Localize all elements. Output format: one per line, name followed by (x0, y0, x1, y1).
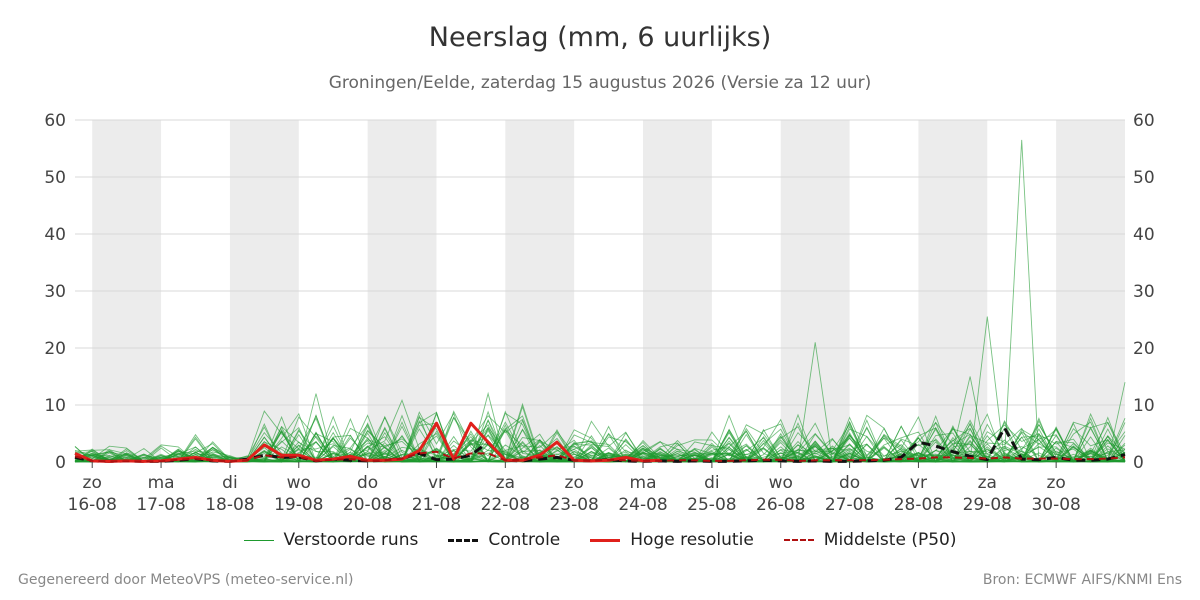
x-tick-label-day: di (704, 473, 720, 493)
legend-swatch-ensemble (243, 539, 274, 541)
y-tick-label-right: 40 (1133, 225, 1155, 245)
footer-source: Bron: ECMWF AIFS/KNMI Ens (982, 572, 1182, 588)
y-tick-label-left: 20 (44, 339, 66, 359)
x-tick-label-day: wo (287, 473, 311, 493)
legend-label-ensemble: Verstoorde runs (283, 530, 419, 550)
x-tick-label-day: zo (565, 473, 584, 493)
legend-item-p50[interactable]: Middelste (P50) (783, 530, 957, 550)
legend-label-hoge-resolutie: Hoge resolutie (630, 530, 754, 550)
ensemble-member-line (74, 427, 1126, 463)
x-tick-label-day: do (839, 473, 860, 493)
y-tick-label-left: 40 (44, 225, 66, 245)
x-tick-label-day: di (222, 473, 238, 493)
x-tick-label-date: 27-08 (825, 495, 874, 515)
x-tick-label-date: 30-08 (1031, 495, 1080, 515)
legend-item-hoge-resolutie[interactable]: Hoge resolutie (590, 530, 754, 550)
legend-item-controle[interactable]: Controle (448, 530, 560, 550)
x-tick-label-day: ma (148, 473, 175, 493)
x-tick-label-day: zo (1046, 473, 1065, 493)
x-tick-label-date: 28-08 (894, 495, 943, 515)
x-tick-label-day: za (496, 473, 515, 493)
x-tick-label-date: 18-08 (205, 495, 254, 515)
y-tick-label-left: 10 (44, 396, 66, 416)
legend-swatch-hoge-resolutie (590, 538, 621, 542)
x-tick-label-date: 20-08 (343, 495, 392, 515)
y-tick-label-right: 20 (1133, 339, 1155, 359)
x-tick-label-date: 22-08 (481, 495, 530, 515)
x-tick-label-day: wo (769, 473, 793, 493)
ensemble-member-line (74, 413, 1126, 463)
y-tick-label-left: 60 (44, 111, 66, 131)
chart-title: Neerslag (mm, 6 uurlijks) (428, 22, 772, 53)
y-tick-label-left: 0 (55, 453, 66, 473)
legend-label-p50: Middelste (P50) (823, 530, 957, 550)
y-tick-label-right: 0 (1133, 453, 1144, 473)
y-tick-label-right: 30 (1133, 282, 1155, 302)
chart-subtitle: Groningen/Eelde, zaterdag 15 augustus 20… (328, 73, 872, 93)
x-tick-label-day: vr (910, 473, 927, 493)
legend-label-controle: Controle (488, 530, 561, 550)
y-tick-label-right: 60 (1133, 111, 1155, 131)
x-tick-label-date: 16-08 (68, 495, 117, 515)
x-tick-label-day: za (978, 473, 997, 493)
x-tick-label-date: 19-08 (274, 495, 323, 515)
x-tick-label-date: 29-08 (963, 495, 1012, 515)
legend-item-ensemble[interactable]: Verstoorde runs (243, 530, 419, 550)
legend-swatch-p50 (783, 539, 814, 541)
legend-swatch-controle (448, 538, 479, 542)
y-tick-label-left: 30 (44, 282, 66, 302)
x-tick-label-date: 25-08 (687, 495, 736, 515)
chart-legend: Verstoorde runs Controle Hoge resolutie … (0, 530, 1200, 550)
series-line-p50 (74, 450, 1126, 463)
y-tick-label-right: 10 (1133, 396, 1155, 416)
x-tick-label-date: 24-08 (618, 495, 667, 515)
x-tick-label-date: 21-08 (412, 495, 461, 515)
x-tick-label-day: do (357, 473, 378, 493)
y-tick-label-right: 50 (1133, 168, 1155, 188)
x-tick-label-date: 17-08 (136, 495, 185, 515)
x-tick-label-day: zo (83, 473, 102, 493)
x-tick-label-date: 23-08 (549, 495, 598, 515)
y-tick-label-left: 50 (44, 168, 66, 188)
x-tick-label-day: ma (630, 473, 657, 493)
x-tick-label-day: vr (428, 473, 445, 493)
x-tick-label-date: 26-08 (756, 495, 805, 515)
footer-generated-by: Gegenereerd door MeteoVPS (meteo-service… (18, 572, 354, 588)
